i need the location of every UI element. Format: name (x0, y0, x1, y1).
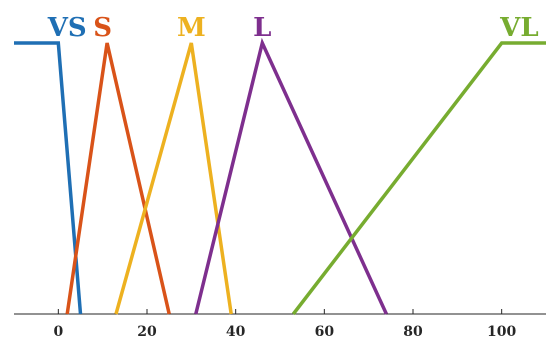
series-label-l: L (253, 13, 271, 43)
series-group (14, 37, 546, 316)
series-line-m (114, 42, 233, 315)
axes: 0 20 40 60 80 100 (14, 309, 546, 340)
x-tick-label: 80 (403, 324, 423, 340)
series-labels: VS S M L VL (47, 13, 539, 43)
series-label-vs: VS (47, 13, 87, 43)
series-line-s (65, 42, 171, 315)
series-label-s: S (93, 13, 112, 43)
x-tick-label: 60 (315, 324, 335, 340)
series-line-vl (291, 41, 546, 316)
x-tick-label: 0 (53, 324, 63, 340)
series-label-m: M (177, 13, 206, 43)
series-line-l (194, 37, 388, 315)
series-line-vs (14, 41, 83, 315)
series-label-vl: VL (499, 13, 538, 43)
x-tick-label: 100 (487, 324, 516, 340)
x-tick-label: 20 (137, 324, 157, 340)
x-tick-label: 40 (226, 324, 246, 340)
x-ticks: 0 20 40 60 80 100 (53, 309, 517, 340)
